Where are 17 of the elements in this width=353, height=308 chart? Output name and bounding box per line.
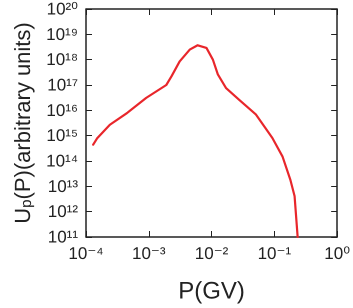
y-tick-label: 10¹⁶ [46,100,78,120]
x-tick-label: 10⁻² [194,244,229,263]
y-tick-label: 10¹⁹ [46,24,78,44]
x-tick-label: 10⁰ [324,244,350,263]
y-tick-label: 10¹² [48,202,78,222]
y-tick-label: 10¹³ [48,176,78,196]
y-tick-label: 10¹⁵ [46,126,78,146]
x-tick-label: 10⁻¹ [258,244,292,263]
y-tick-label: 10¹⁴ [46,152,78,170]
y-tick-label: 10¹⁸ [46,50,78,70]
x-axis-title: P(GV) [178,278,245,304]
y-tick-label: 10¹⁷ [47,76,78,94]
x-tick-label: 10⁻³ [132,244,166,263]
y-axis-title: Up(P)(arbitrary units) [10,22,35,224]
y-tick-label: 10¹¹ [48,228,78,246]
x-tick-label: 10⁻⁴ [68,244,104,263]
y-tick-label: 10²⁰ [46,0,78,18]
